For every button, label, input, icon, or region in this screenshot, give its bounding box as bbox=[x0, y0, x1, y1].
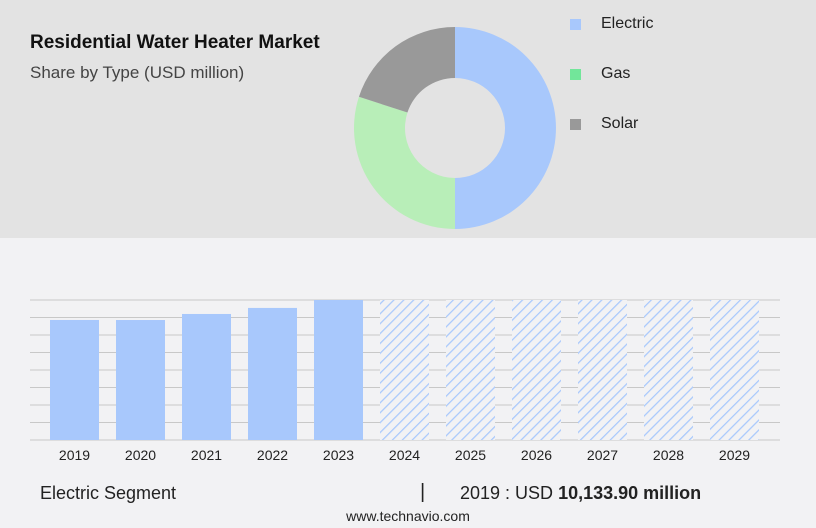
segment-label: Electric Segment bbox=[40, 483, 177, 503]
legend-label: Electric bbox=[601, 15, 654, 32]
site-link[interactable]: www.technavio.com bbox=[346, 508, 470, 524]
x-tick-label: 2019 bbox=[59, 447, 90, 463]
x-tick-label: 2029 bbox=[719, 447, 750, 463]
legend-label: Gas bbox=[601, 65, 631, 82]
bar-2029 bbox=[710, 300, 759, 440]
x-tick-label: 2028 bbox=[653, 447, 684, 463]
bar-2028 bbox=[644, 300, 693, 440]
legend-swatch bbox=[570, 118, 581, 130]
donut-slice-electric bbox=[455, 27, 556, 229]
x-tick-label: 2022 bbox=[257, 447, 288, 463]
year-label: 2019 : USD bbox=[460, 483, 554, 503]
donut-slice-solar bbox=[358, 27, 455, 113]
bar-2026 bbox=[512, 300, 561, 440]
x-tick-label: 2021 bbox=[191, 447, 222, 463]
value-text: 10,133.90 million bbox=[558, 483, 702, 503]
bar-2023 bbox=[314, 300, 363, 440]
bar-2027 bbox=[578, 300, 627, 440]
x-tick-label: 2026 bbox=[521, 447, 552, 463]
chart-subtitle: Share by Type (USD million) bbox=[30, 63, 245, 82]
x-tick-label: 2025 bbox=[455, 447, 486, 463]
x-tick-label: 2023 bbox=[323, 447, 354, 463]
x-tick-label: 2020 bbox=[125, 447, 156, 463]
legend-electric: Electric bbox=[570, 15, 653, 33]
footer-separator: | bbox=[420, 481, 426, 503]
bar-2021 bbox=[182, 313, 231, 440]
bar-2019 bbox=[50, 319, 99, 440]
donut-slice-gas bbox=[353, 96, 455, 230]
x-tick-label: 2027 bbox=[587, 447, 618, 463]
bar-2022 bbox=[248, 307, 297, 440]
bar-2020 bbox=[116, 320, 165, 440]
legend-swatch bbox=[570, 68, 581, 80]
legend-swatch bbox=[570, 18, 581, 30]
legend-label: Solar bbox=[601, 115, 639, 132]
legend-solar: Solar bbox=[570, 115, 638, 133]
bar-2024 bbox=[380, 300, 429, 440]
bar-2025 bbox=[446, 300, 495, 440]
legend-gas: Gas bbox=[570, 65, 630, 83]
chart-title: Residential Water Heater Market bbox=[30, 32, 320, 53]
x-tick-label: 2024 bbox=[389, 447, 420, 463]
segment-value: 2019 : USD 10,133.90 million bbox=[460, 483, 701, 504]
